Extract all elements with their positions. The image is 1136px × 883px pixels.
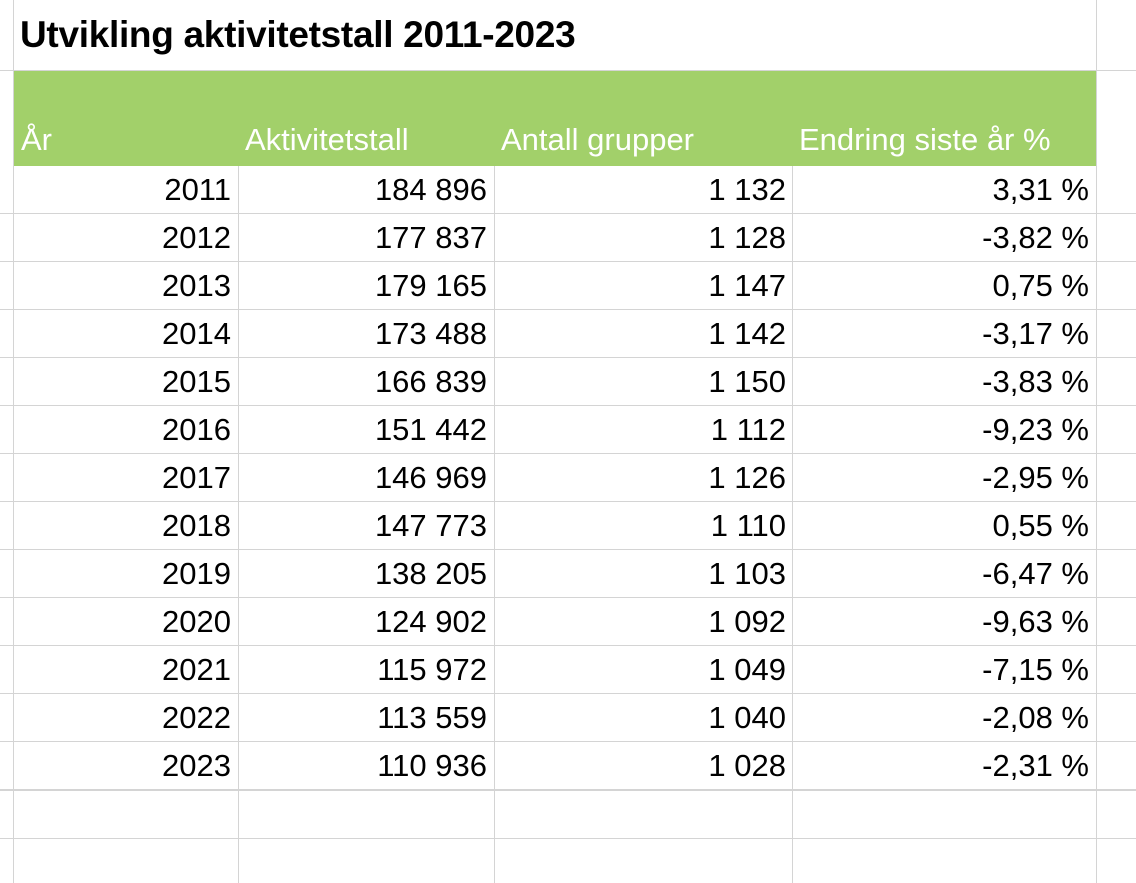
gridline-row [0, 261, 1136, 262]
cell-year: 2023 [162, 748, 231, 783]
cell-activity: 166 839 [374, 364, 487, 399]
cell-year: 2012 [162, 220, 231, 255]
cell-groups: 1 040 [708, 700, 786, 735]
cell-activity: 147 773 [374, 508, 487, 543]
table-row: 2021 115 972 1 049 -7,15 % [0, 646, 1136, 694]
gridline-col-a [13, 0, 14, 883]
gridline-empty-row [0, 790, 1136, 791]
cell-change: 3,31 % [992, 172, 1089, 207]
cell-change: -9,63 % [982, 604, 1089, 639]
cell-activity: 110 936 [377, 748, 487, 783]
cell-year: 2016 [162, 412, 231, 447]
cell-change: 0,55 % [992, 508, 1089, 543]
table-row: 2012 177 837 1 128 -3,82 % [0, 214, 1136, 262]
cell-year: 2011 [164, 172, 231, 207]
table-row: 2011 184 896 1 132 3,31 % [0, 166, 1136, 214]
cell-activity: 124 902 [374, 604, 487, 639]
table-row: 2013 179 165 1 147 0,75 % [0, 262, 1136, 310]
gridline-empty-row [0, 838, 1136, 839]
cell-activity: 151 442 [374, 412, 487, 447]
gridline-col-d [792, 166, 793, 883]
cell-activity: 179 165 [374, 268, 487, 303]
cell-activity: 113 559 [377, 700, 487, 735]
cell-change: -2,95 % [982, 460, 1089, 495]
cell-groups: 1 110 [710, 508, 786, 543]
table-row: 2017 146 969 1 126 -2,95 % [0, 454, 1136, 502]
cell-year: 2017 [162, 460, 231, 495]
gridline-row [0, 501, 1136, 502]
gridline-row [0, 597, 1136, 598]
gridline-col-c [494, 166, 495, 883]
cell-change: -3,17 % [982, 316, 1089, 351]
table-row: 2023 110 936 1 028 -2,31 % [0, 742, 1136, 790]
cell-year: 2019 [162, 556, 231, 591]
cell-year: 2018 [162, 508, 231, 543]
table-row: 2020 124 902 1 092 -9,63 % [0, 598, 1136, 646]
cell-year: 2022 [162, 700, 231, 735]
gridline-col-b [238, 166, 239, 883]
gridline-row [0, 357, 1136, 358]
cell-change: -3,83 % [982, 364, 1089, 399]
cell-groups: 1 128 [708, 220, 786, 255]
cell-change: -2,08 % [982, 700, 1089, 735]
cell-change: -3,82 % [982, 220, 1089, 255]
gridline-col-e [1096, 0, 1097, 883]
gridline-row [0, 405, 1136, 406]
gridline-row [0, 789, 1136, 790]
cell-groups: 1 092 [708, 604, 786, 639]
cell-groups: 1 142 [708, 316, 786, 351]
sheet-title: Utvikling aktivitetstall 2011-2023 [20, 14, 576, 55]
header-row [14, 71, 1096, 166]
cell-activity: 146 969 [374, 460, 487, 495]
header-year: År [21, 122, 52, 157]
cell-year: 2013 [162, 268, 231, 303]
header-change: Endring siste år % [799, 122, 1051, 157]
cell-change: -9,23 % [982, 412, 1089, 447]
cell-groups: 1 150 [708, 364, 786, 399]
cell-groups: 1 028 [708, 748, 786, 783]
cell-year: 2015 [162, 364, 231, 399]
cell-activity: 173 488 [374, 316, 487, 351]
gridline-row [0, 741, 1136, 742]
gridline-row [0, 213, 1136, 214]
cell-change: -6,47 % [982, 556, 1089, 591]
gridline-row-title [0, 70, 1136, 71]
table-row: 2014 173 488 1 142 -3,17 % [0, 310, 1136, 358]
cell-year: 2020 [162, 604, 231, 639]
table-row: 2016 151 442 1 112 -9,23 % [0, 406, 1136, 454]
cell-groups: 1 147 [708, 268, 786, 303]
cell-groups: 1 132 [708, 172, 786, 207]
table-row: 2018 147 773 1 110 0,55 % [0, 502, 1136, 550]
gridline-row [0, 693, 1136, 694]
cell-activity: 115 972 [377, 652, 487, 687]
cell-activity: 184 896 [374, 172, 487, 207]
cell-year: 2021 [162, 652, 231, 687]
gridline-row [0, 645, 1136, 646]
cell-activity: 138 205 [374, 556, 487, 591]
cell-activity: 177 837 [374, 220, 487, 255]
gridline-row [0, 549, 1136, 550]
cell-groups: 1 126 [708, 460, 786, 495]
table-row: 2022 113 559 1 040 -2,08 % [0, 694, 1136, 742]
table-row: 2015 166 839 1 150 -3,83 % [0, 358, 1136, 406]
cell-groups: 1 049 [708, 652, 786, 687]
header-groups: Antall grupper [501, 122, 695, 157]
table-row: 2019 138 205 1 103 -6,47 % [0, 550, 1136, 598]
cell-groups: 1 112 [710, 412, 786, 447]
gridline-row [0, 453, 1136, 454]
gridline-row [0, 309, 1136, 310]
cell-change: 0,75 % [992, 268, 1089, 303]
cell-change: -2,31 % [982, 748, 1089, 783]
cell-year: 2014 [162, 316, 231, 351]
cell-groups: 1 103 [708, 556, 786, 591]
header-activity: Aktivitetstall [245, 122, 409, 157]
cell-change: -7,15 % [982, 652, 1089, 687]
